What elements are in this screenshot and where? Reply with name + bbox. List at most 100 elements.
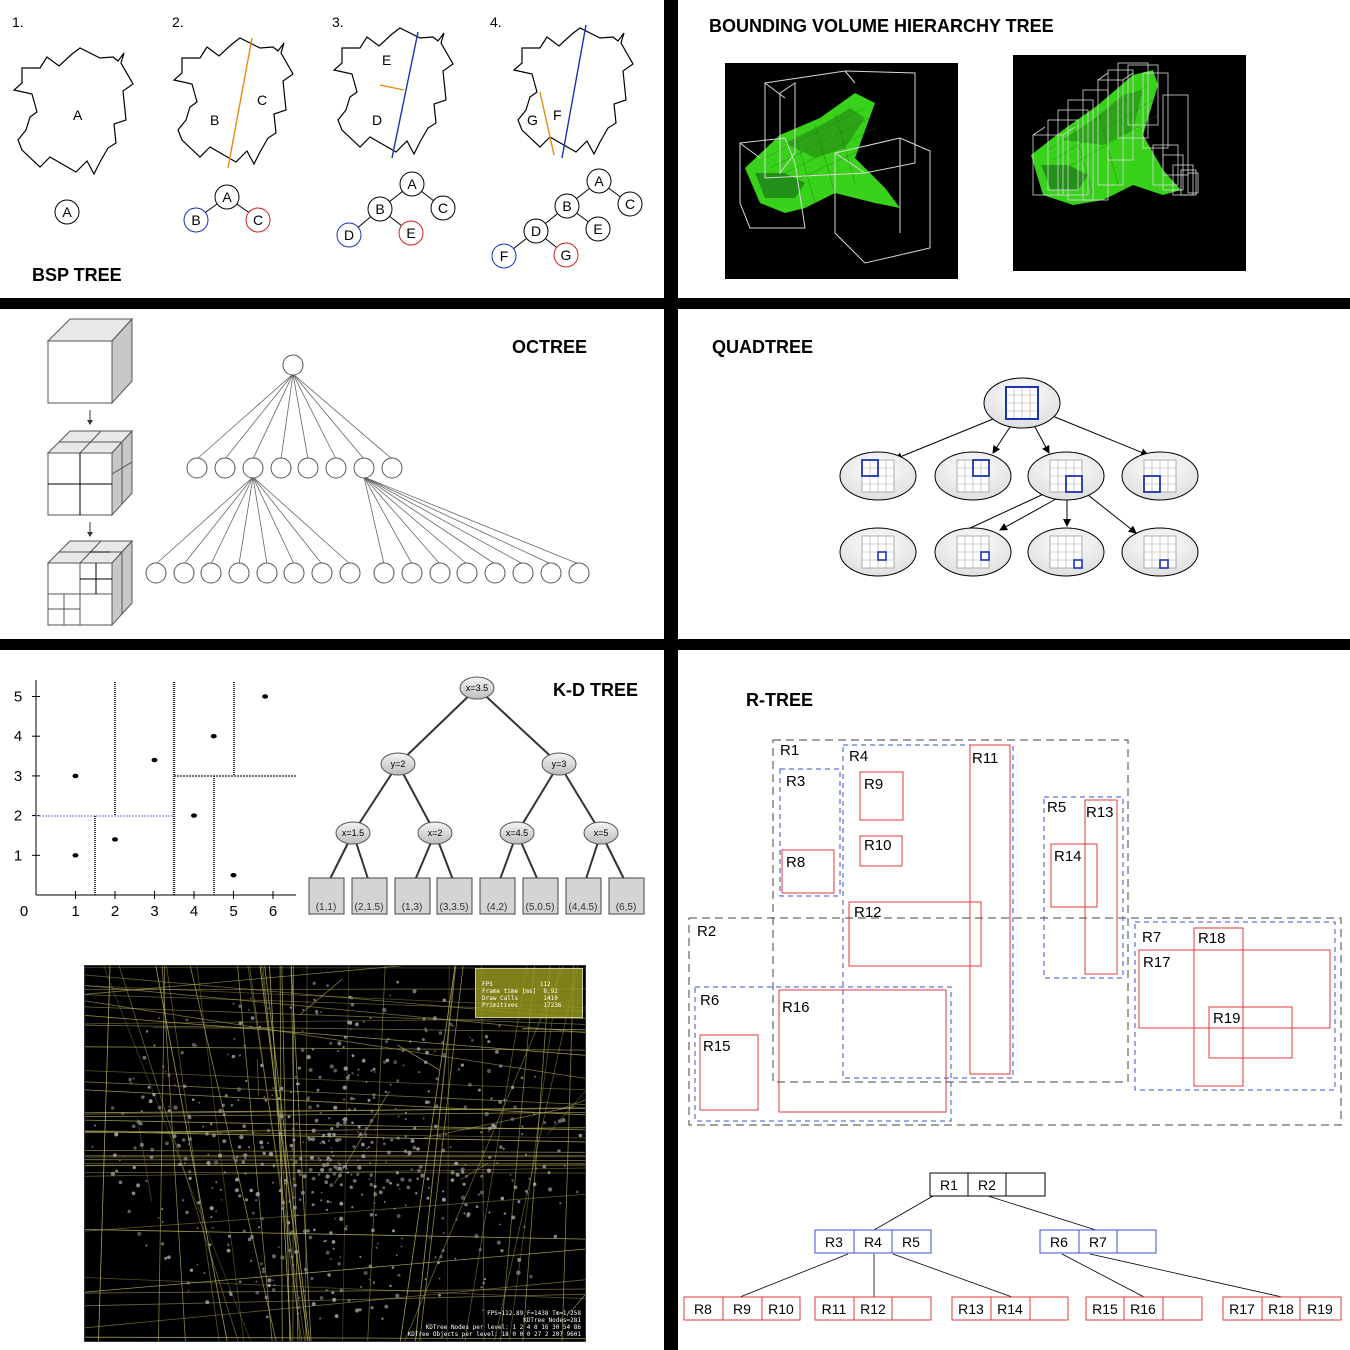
kd-3d-particle <box>279 1086 284 1091</box>
kd-3d-particle <box>438 1135 441 1138</box>
kd-3d-particle <box>185 1210 189 1215</box>
kd-3d-particle <box>195 1045 198 1047</box>
kd-3d-particle <box>272 1087 275 1089</box>
kd-3d-particle <box>402 1064 405 1067</box>
kd-3d-particle <box>140 1110 143 1113</box>
kd-3d-particle <box>215 1181 218 1184</box>
kd-3d-particle <box>357 1131 359 1133</box>
kd-3d-particle <box>415 1192 418 1195</box>
kd-3d-particle <box>238 1004 243 1009</box>
rtree-label-r9: R9 <box>864 776 883 793</box>
kd-3d-particle <box>478 1248 482 1252</box>
kd-3d-split-line <box>118 966 239 1341</box>
kd-3d-particle <box>231 1054 236 1059</box>
kd-3d-particle <box>332 1247 335 1250</box>
rtree-label-r3: R3 <box>786 773 805 790</box>
kd-hud-row-2: Frame time [ms] 8.92 <box>482 988 558 995</box>
kd-3d-particle <box>335 1138 340 1143</box>
rtree-rect-r3 <box>779 768 841 897</box>
kd-3d-particle <box>320 1167 325 1172</box>
kd-3d-particle <box>359 1132 363 1136</box>
kd-3d-particle <box>264 1295 268 1300</box>
kd-3d-particle <box>483 1278 487 1281</box>
kd-3d-particle <box>347 1074 351 1077</box>
kd-x-tick-label: 0 <box>20 903 28 920</box>
kd-3d-particle <box>401 1237 404 1240</box>
kd-3d-particle <box>337 1041 342 1046</box>
kd-3d-particle <box>401 1049 405 1052</box>
kd-3d-particle <box>284 1182 287 1185</box>
kd-3d-particle <box>422 1117 425 1120</box>
kd-leaf-8: (6,5) <box>616 902 637 913</box>
kd-3d-particle <box>385 1161 387 1163</box>
kd-3d-particle <box>468 1082 472 1087</box>
kd-3d-particle <box>464 1163 467 1166</box>
kd-3d-particle <box>245 1079 248 1083</box>
kd-3d-particle <box>557 1149 561 1153</box>
rtree-diagram: R1 R2 R3 R4 R5 R6 R7 R8 R9 R10 R11 R12 R… <box>683 739 1342 1321</box>
kd-3d-particle <box>333 1105 338 1110</box>
kd-3d-particle <box>450 1170 455 1175</box>
kd-3d-particle <box>294 1160 298 1164</box>
kd-3d-particle <box>351 1072 354 1075</box>
kd-3d-particle <box>319 1317 322 1320</box>
quadtree-diagram <box>839 377 1199 577</box>
kd-3d-particle <box>479 1190 484 1195</box>
kd-3d-particle <box>396 1183 400 1187</box>
kd-3d-split-line <box>399 966 456 1341</box>
bsp-shape-1: A <box>13 47 134 175</box>
quadtree-panel: QUADTREE <box>678 309 1350 639</box>
kd-3d-particle <box>496 1162 499 1165</box>
kd-3d-particle <box>372 1096 376 1099</box>
kd-3d-particle <box>330 1150 333 1153</box>
kd-3d-split-line <box>446 966 450 1341</box>
kd-3d-particle <box>455 1218 458 1221</box>
kd-3d-particle <box>174 1084 176 1086</box>
kd-3d-particle <box>332 1154 335 1157</box>
kd-3d-particle <box>314 1118 319 1123</box>
quadtree-level2-node-1 <box>839 527 917 577</box>
kd-3d-particle <box>255 1192 260 1197</box>
kd-3d-particle <box>445 1133 447 1136</box>
kd-3d-particle <box>307 1136 312 1142</box>
kd-3d-particle <box>293 1178 296 1180</box>
kd-hud-footer-line-1: FPS=112.89 F=1438 Tm=1/258 <box>487 1310 581 1317</box>
kd-3d-particle <box>390 1138 394 1142</box>
kd-3d-particle <box>542 1164 547 1169</box>
kd-3d-particle <box>344 1227 348 1231</box>
kd-3d-particle <box>183 1162 187 1165</box>
kd-3d-particle <box>208 1243 212 1247</box>
kd-3d-particle <box>368 1178 371 1181</box>
rtree-leaf3-entry-2: R14 <box>997 1301 1023 1317</box>
kd-3d-particle <box>152 1093 156 1097</box>
kd-x-tick-label: 1 <box>71 903 79 920</box>
kd-3d-particle <box>182 1138 186 1142</box>
rtree-leaf-rects <box>699 744 1331 1113</box>
kd-3d-particle <box>325 1250 330 1255</box>
kd-point <box>151 757 158 763</box>
bsp-region-d: D <box>372 112 382 128</box>
kd-3d-particle <box>412 989 417 994</box>
kd-3d-particle <box>262 1270 266 1274</box>
kd-3d-particle <box>277 1097 281 1100</box>
kd-3d-particle <box>130 1081 133 1084</box>
octree-diagram <box>46 317 590 627</box>
kd-3d-particle <box>520 1076 524 1080</box>
rtree-leaf5-entry-2: R18 <box>1268 1301 1294 1317</box>
kd-3d-particle <box>365 1133 367 1136</box>
kd-3d-particle <box>511 1215 516 1220</box>
kd-leaf-3: (1,3) <box>402 902 423 913</box>
quadtree-level1-node-4 <box>1121 451 1199 501</box>
kd-3d-particle <box>157 1105 162 1110</box>
kd-3d-particle <box>187 1290 190 1292</box>
kd-3d-particle <box>326 984 329 987</box>
kd-3d-particle <box>309 1155 314 1160</box>
rtree-rect-r16 <box>778 989 947 1113</box>
kd-3d-particle <box>400 1245 403 1248</box>
kd-3d-particle <box>210 1123 213 1126</box>
kd-3d-particle <box>397 1115 400 1118</box>
kd-3d-split-line <box>281 966 291 1341</box>
kd-3d-particle <box>329 1231 333 1235</box>
kd-node-y2: y=2 <box>391 759 406 769</box>
kd-3d-particle <box>357 1068 360 1071</box>
